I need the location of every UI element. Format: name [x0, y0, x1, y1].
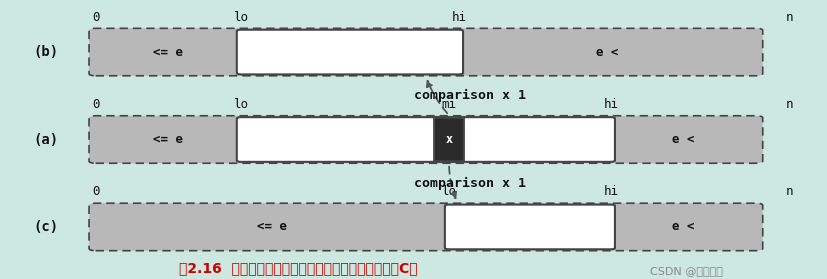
- Text: hi: hi: [604, 98, 619, 111]
- FancyBboxPatch shape: [445, 205, 615, 249]
- Text: comparison x 1: comparison x 1: [414, 177, 525, 190]
- Text: n: n: [786, 98, 793, 111]
- Text: <= e: <= e: [153, 45, 184, 59]
- FancyBboxPatch shape: [237, 117, 615, 162]
- Text: 0: 0: [92, 98, 99, 111]
- Text: <= e: <= e: [153, 133, 184, 146]
- Text: e <: e <: [596, 45, 619, 59]
- FancyBboxPatch shape: [89, 203, 762, 251]
- Text: hi: hi: [452, 11, 466, 24]
- Text: 图2.16  基于减治策略的有序向量二分查找算法（版本C）: 图2.16 基于减治策略的有序向量二分查找算法（版本C）: [179, 261, 418, 276]
- Text: (b): (b): [34, 45, 59, 59]
- Text: x: x: [446, 133, 452, 146]
- Text: n: n: [786, 11, 793, 24]
- Text: lo: lo: [233, 98, 248, 111]
- Text: mi: mi: [442, 98, 457, 111]
- FancyBboxPatch shape: [89, 28, 762, 76]
- Text: e <: e <: [672, 133, 695, 146]
- Text: <= e: <= e: [257, 220, 287, 234]
- FancyBboxPatch shape: [434, 118, 464, 161]
- Text: lo: lo: [442, 186, 457, 198]
- Text: hi: hi: [604, 186, 619, 198]
- FancyBboxPatch shape: [89, 116, 762, 163]
- FancyBboxPatch shape: [237, 30, 463, 74]
- Text: (a): (a): [34, 133, 59, 146]
- Text: CSDN @诸葛悠闲: CSDN @诸葛悠闲: [649, 266, 723, 276]
- Text: 0: 0: [92, 11, 99, 24]
- Text: lo: lo: [233, 11, 248, 24]
- Text: (c): (c): [34, 220, 59, 234]
- Text: e <: e <: [672, 220, 695, 234]
- Text: comparison x 1: comparison x 1: [414, 89, 525, 102]
- Text: n: n: [786, 186, 793, 198]
- Text: 0: 0: [92, 186, 99, 198]
